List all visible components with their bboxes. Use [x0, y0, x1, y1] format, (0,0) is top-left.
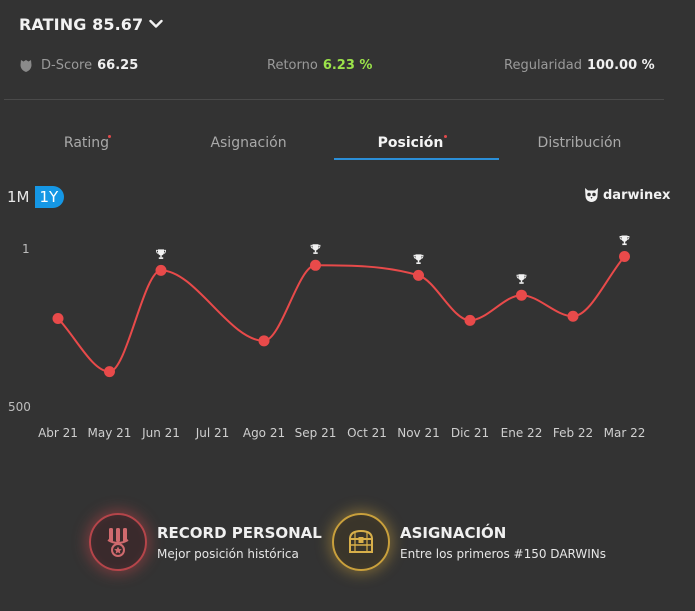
- tab-rating[interactable]: Rating: [4, 126, 169, 160]
- chevron-down-icon[interactable]: [149, 19, 163, 29]
- x-tick-label: Dic 21: [451, 426, 489, 440]
- trophy-icon: [413, 254, 424, 264]
- trophy-icon: [156, 249, 166, 259]
- tab-posicion-label: Posición: [377, 135, 444, 151]
- badge-subtitle: Entre los primeros #150 DARWINs: [400, 546, 607, 561]
- period-1y-button[interactable]: 1Y: [34, 186, 65, 208]
- badge-subtitle: Mejor posición histórica: [157, 546, 299, 561]
- tab-distribucion[interactable]: Distribución: [497, 126, 662, 160]
- x-tick-label: Mar 22: [604, 426, 646, 440]
- series-line: [57, 255, 626, 373]
- x-tick-label: Oct 21: [347, 426, 387, 440]
- record-personal-badge: RECORD PERSONAL Mejor posición histórica: [89, 512, 322, 572]
- treasure-chest-icon: [332, 513, 390, 571]
- shield-icon: [19, 58, 33, 73]
- rating-title[interactable]: RATING 85.67: [19, 14, 144, 34]
- brand-name: darwinex: [603, 187, 671, 203]
- x-tick-label: Abr 21: [38, 426, 78, 440]
- owl-icon: [584, 187, 599, 203]
- dscore-stat: D-Score 66.25: [19, 54, 138, 76]
- dscore-value: 66.25: [97, 57, 139, 73]
- period-toggle[interactable]: 1M 1Y: [2, 186, 65, 208]
- badge-title: ASIGNACIÓN: [400, 523, 507, 542]
- tab-posicion-notification-dot: [444, 135, 447, 138]
- tab-rating-label: Rating: [63, 135, 110, 151]
- trophy-icon: [310, 244, 321, 254]
- return-value: 6.23 %: [322, 57, 373, 73]
- tab-rating-notification-dot: [108, 135, 111, 138]
- data-point[interactable]: [155, 264, 167, 276]
- x-tick-label: Jul 21: [195, 426, 230, 440]
- x-tick-label: Ene 22: [501, 426, 543, 440]
- data-point[interactable]: [464, 314, 476, 326]
- stats-row: D-Score 66.25 Retorno 6.23 % Regularidad…: [19, 54, 655, 76]
- rating-header[interactable]: RATING 85.67: [19, 12, 163, 36]
- tab-posicion[interactable]: Posición: [328, 126, 493, 160]
- regularity-value: 100.00 %: [586, 57, 655, 73]
- trophy-icon: [516, 274, 527, 284]
- data-point[interactable]: [619, 250, 630, 262]
- tab-asignacion-label: Asignación: [210, 135, 287, 151]
- position-chart: 1 500 Abr 21 May 21 Jun 21 Jul 21 Ago 21 Sep …: [8, 235, 646, 440]
- medal-icon: [89, 513, 147, 571]
- divider: [4, 99, 664, 100]
- x-tick-label: Sep 21: [295, 426, 337, 440]
- tab-distribucion-label: Distribución: [537, 135, 622, 151]
- badge-title: RECORD PERSONAL: [157, 523, 322, 542]
- data-point[interactable]: [310, 259, 321, 271]
- regularity-label: Regularidad: [504, 57, 582, 73]
- brand-logo: darwinex: [584, 185, 670, 205]
- tab-asignacion[interactable]: Asignación: [166, 126, 331, 160]
- tab-active-indicator: [334, 158, 499, 160]
- x-tick-label: Jun 21: [141, 426, 180, 440]
- data-point[interactable]: [567, 310, 579, 322]
- y-tick-label: 1: [22, 242, 30, 256]
- data-point[interactable]: [104, 366, 115, 378]
- x-tick-label: Ago 21: [243, 426, 285, 440]
- y-tick-label: 500: [8, 400, 31, 414]
- asignacion-badge: ASIGNACIÓN Entre los primeros #150 DARWI…: [332, 512, 606, 572]
- regularity-stat: Regularidad 100.00 %: [504, 54, 655, 76]
- x-tick-label: Nov 21: [397, 426, 440, 440]
- data-point[interactable]: [52, 312, 64, 324]
- trophy-icon: [619, 235, 630, 246]
- data-point[interactable]: [413, 269, 424, 281]
- period-1m-button[interactable]: 1M: [7, 188, 30, 206]
- data-point[interactable]: [516, 289, 527, 301]
- return-stat: Retorno 6.23 %: [267, 54, 372, 76]
- x-tick-label: May 21: [88, 426, 132, 440]
- dscore-label: D-Score: [41, 57, 93, 73]
- return-label: Retorno: [267, 57, 318, 73]
- x-tick-label: Feb 22: [553, 426, 593, 440]
- data-point[interactable]: [258, 335, 270, 347]
